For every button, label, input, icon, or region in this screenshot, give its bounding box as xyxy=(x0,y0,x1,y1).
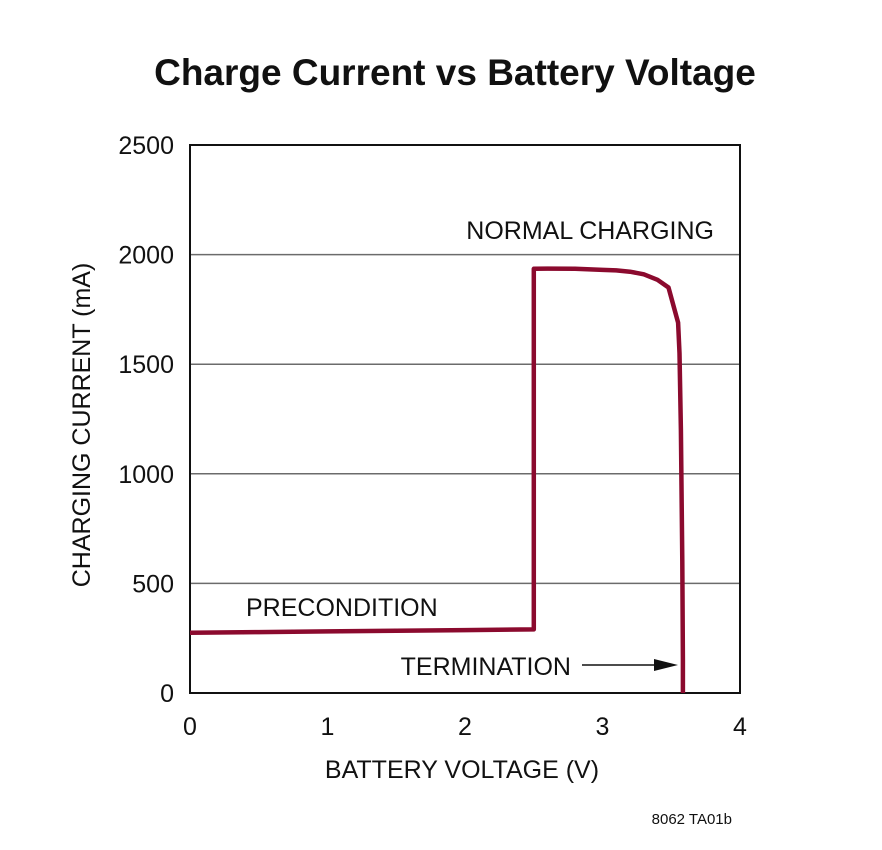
x-axis-label: BATTERY VOLTAGE (V) xyxy=(325,756,599,784)
y-tick-label: 2000 xyxy=(118,242,174,270)
series-layer xyxy=(189,266,686,693)
x-tick-label: 1 xyxy=(321,713,335,741)
annotation-normal-charging: NORMAL CHARGING xyxy=(466,217,714,245)
figure-code: 8062 TA01b xyxy=(652,811,732,828)
x-tick-label: 4 xyxy=(733,713,747,741)
gridlines xyxy=(190,253,740,585)
y-tick-labels: 0 500 1000 1500 2000 2500 xyxy=(118,132,174,708)
series-line-0 xyxy=(189,266,686,693)
y-tick-label: 2500 xyxy=(118,132,174,160)
x-tick-labels: 0 1 2 3 4 xyxy=(183,713,747,741)
y-tick-label: 500 xyxy=(132,570,174,598)
annotation-precondition: PRECONDITION xyxy=(246,594,438,622)
plot-frame xyxy=(189,144,741,694)
y-tick-label: 0 xyxy=(160,680,174,708)
y-tick-label: 1000 xyxy=(118,461,174,489)
annotation-termination: TERMINATION xyxy=(401,653,571,681)
termination-arrow xyxy=(582,659,678,671)
y-axis-label: CHARGING CURRENT (mA) xyxy=(68,263,96,588)
chart-title: Charge Current vs Battery Voltage xyxy=(154,52,756,93)
x-tick-label: 0 xyxy=(183,713,197,741)
y-tick-label: 1500 xyxy=(118,351,174,379)
x-tick-label: 3 xyxy=(596,713,610,741)
x-tick-label: 2 xyxy=(458,713,472,741)
